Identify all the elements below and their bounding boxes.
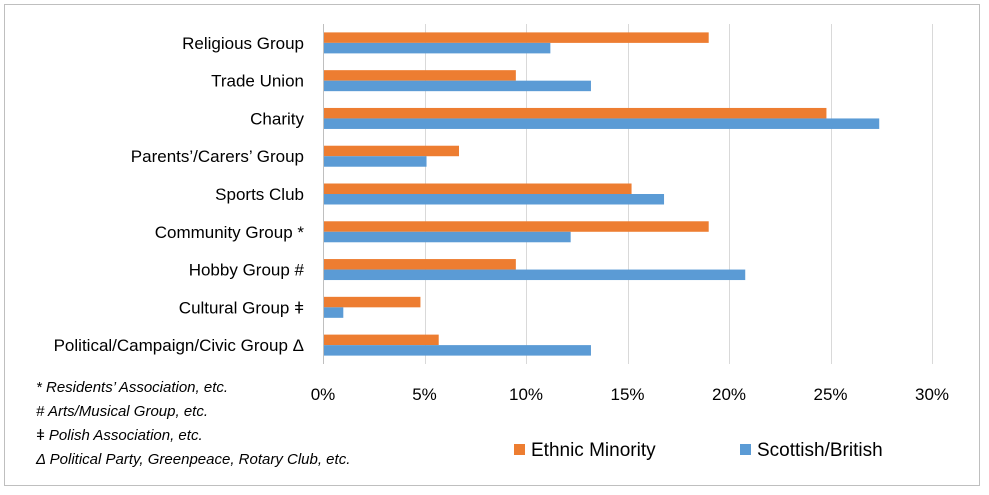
bar-scottish-british (323, 345, 591, 356)
category-label: Religious Group (182, 34, 304, 53)
footnote-arts: # Arts/Musical Group, etc. (36, 403, 209, 420)
x-tick-label: 20% (712, 385, 746, 404)
category-label: Trade Union (211, 72, 304, 91)
legend-swatch-scottish-british (740, 444, 751, 455)
x-tick-label: 0% (311, 385, 336, 404)
category-label: Sports Club (215, 185, 304, 204)
bar-scottish-british (323, 156, 427, 167)
bar-scottish-british (323, 194, 665, 205)
footnote-residents: * Residents’ Association, etc. (36, 379, 229, 396)
bar-ethnic-minority (323, 32, 709, 43)
bar-ethnic-minority (323, 334, 439, 346)
footnote-political: Δ Political Party, Greenpeace, Rotary Cl… (36, 451, 351, 468)
category-label: Community Group * (155, 223, 305, 242)
x-tick-label: 10% (509, 385, 543, 404)
bar-ethnic-minority (323, 107, 827, 119)
category-label: Political/Campaign/Civic Group Δ (54, 336, 304, 355)
category-label: Cultural Group ǂ (179, 298, 304, 317)
category-label: Parents’/Carers’ Group (131, 147, 304, 166)
x-tick-label: 30% (915, 385, 949, 404)
bar-ethnic-minority (323, 221, 709, 232)
bar-ethnic-minority (323, 70, 516, 81)
x-tick-label: 15% (610, 385, 644, 404)
bar-scottish-british (323, 307, 344, 318)
bar-ethnic-minority (323, 183, 632, 194)
bar-scottish-british (323, 42, 551, 54)
bar-scottish-british (323, 80, 591, 92)
legend-label-ethnic-minority: Ethnic Minority (531, 440, 656, 461)
bar-ethnic-minority (323, 296, 421, 308)
bar-ethnic-minority (323, 145, 460, 157)
x-tick-label: 25% (813, 385, 847, 404)
bar-scottish-british (323, 269, 746, 281)
legend-swatch-ethnic-minority (514, 444, 525, 455)
category-label: Charity (250, 109, 304, 128)
bar-scottish-british (323, 231, 571, 243)
x-tick-label: 5% (412, 385, 437, 404)
category-label: Hobby Group # (189, 261, 305, 280)
legend-label-scottish-british: Scottish/British (757, 440, 883, 461)
bar-scottish-british (323, 118, 880, 129)
footnote-polish: ǂ Polish Association, etc. (36, 427, 203, 444)
bar-ethnic-minority (323, 259, 516, 270)
